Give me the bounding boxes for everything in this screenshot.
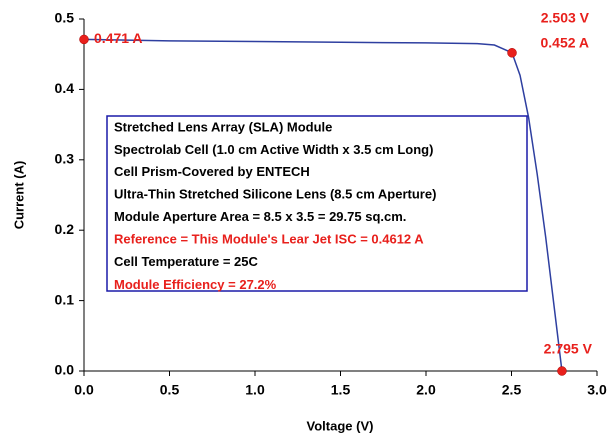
- marker: [557, 366, 567, 376]
- annotation: 0.452 A: [540, 35, 589, 51]
- marker: [507, 48, 517, 58]
- y-tick-label: 0.0: [55, 362, 75, 378]
- y-tick-label: 0.4: [55, 80, 75, 96]
- x-tick-label: 2.5: [502, 382, 522, 398]
- x-tick-label: 0.0: [74, 382, 94, 398]
- annotation: 0.471 A: [94, 30, 143, 46]
- y-axis-label: Current (A): [11, 161, 26, 230]
- iv-curve: [83, 38, 563, 372]
- y-tick-label: 0.3: [55, 151, 75, 167]
- annotation: 2.795 V: [544, 341, 593, 357]
- x-tick-label: 2.0: [416, 382, 436, 398]
- x-tick-label: 0.5: [160, 382, 180, 398]
- text-box-line: Spectrolab Cell (1.0 cm Active Width x 3…: [114, 142, 433, 157]
- x-tick-label: 1.0: [245, 382, 265, 398]
- y-tick-label: 0.5: [55, 10, 75, 26]
- text-box-line: Reference = This Module's Lear Jet ISC =…: [114, 231, 424, 246]
- x-axis-label: Voltage (V): [307, 418, 374, 433]
- x-tick-label: 3.0: [587, 382, 607, 398]
- annotation: 2.503 V: [541, 10, 590, 26]
- text-box-line: Ultra-Thin Stretched Silicone Lens (8.5 …: [114, 187, 436, 202]
- y-tick-label: 0.1: [55, 291, 75, 307]
- text-box-line: Cell Temperature = 25C: [114, 254, 259, 269]
- text-box-line: Module Efficiency = 27.2%: [114, 277, 277, 292]
- text-box-line: Cell Prism-Covered by ENTECH: [114, 164, 310, 179]
- text-box-line: Stretched Lens Array (SLA) Module: [114, 119, 332, 134]
- marker: [79, 34, 89, 45]
- x-tick-label: 1.5: [331, 382, 351, 398]
- y-tick-label: 0.2: [55, 221, 75, 237]
- text-box-line: Module Aperture Area = 8.5 x 3.5 = 29.75…: [114, 209, 406, 224]
- text-box: [106, 115, 528, 292]
